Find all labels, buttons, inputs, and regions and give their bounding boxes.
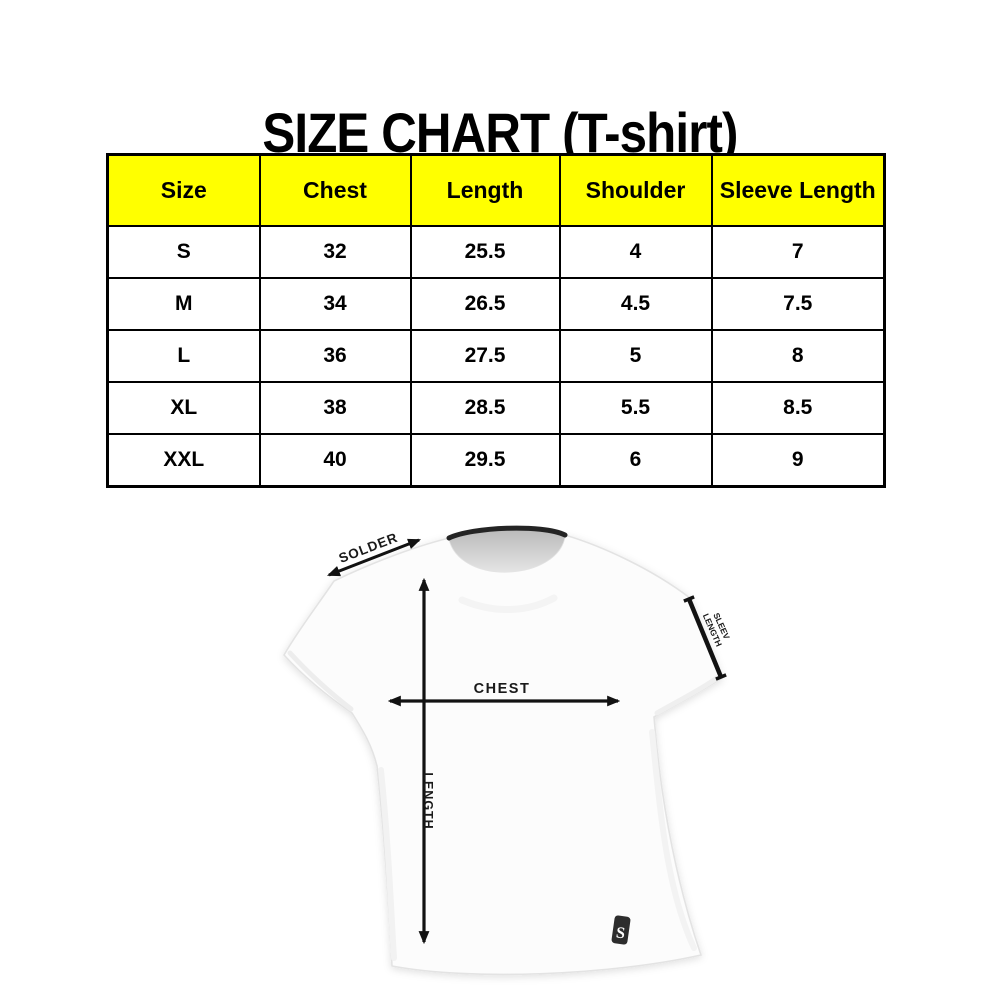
page-title-text: SIZE CHART (T-shirt)	[262, 100, 738, 164]
table-row-s: S 32 25.5 4 7	[106, 225, 886, 279]
tshirt-measurement-diagram: SOLDER CHEST LENGTH SLEEV LENGTH S	[283, 525, 732, 976]
table-row-xxl: XXL 40 29.5 6 9	[106, 433, 886, 488]
col-header-length: Length	[409, 153, 561, 227]
cell-length: 29.5	[409, 433, 561, 488]
brand-logo-letter: S	[615, 924, 626, 942]
cell-length: 26.5	[409, 277, 561, 331]
tshirt-shading	[287, 594, 720, 961]
size-table-header-row: Size Chest Length Shoulder Sleeve Length	[106, 153, 886, 227]
cell-size: XL	[106, 381, 261, 435]
chest-label: CHEST	[474, 681, 531, 697]
table-row-xl: XL 38 28.5 5.5 8.5	[106, 381, 886, 435]
cell-size: XXL	[106, 433, 261, 488]
size-table: Size Chest Length Shoulder Sleeve Length…	[106, 153, 886, 488]
cell-chest: 34	[258, 277, 412, 331]
tshirt-body	[283, 533, 723, 976]
cell-sleeve-length: 8.5	[710, 381, 886, 435]
cell-chest: 36	[258, 329, 412, 383]
cell-sleeve-length: 8	[710, 329, 886, 383]
cell-size: L	[106, 329, 261, 383]
cell-sleeve-length: 7	[710, 225, 886, 279]
cell-size: M	[106, 277, 261, 331]
col-header-shoulder: Shoulder	[558, 153, 713, 227]
col-header-sleeve-length: Sleeve Length	[710, 153, 886, 227]
sleeve-measure-line	[683, 595, 727, 681]
cell-shoulder: 4	[558, 225, 713, 279]
cell-chest: 38	[258, 381, 412, 435]
cell-sleeve-length: 7.5	[710, 277, 886, 331]
cell-chest: 40	[258, 433, 412, 488]
table-row-l: L 36 27.5 5 8	[106, 329, 886, 383]
col-header-chest: Chest	[258, 153, 412, 227]
cell-chest: 32	[258, 225, 412, 279]
tshirt-neck-opening	[449, 528, 565, 572]
shoulder-arrow	[326, 538, 422, 577]
cell-shoulder: 4.5	[558, 277, 713, 331]
cell-length: 25.5	[409, 225, 561, 279]
table-row-m: M 34 26.5 4.5 7.5	[106, 277, 886, 331]
length-label: LENGTH	[421, 772, 435, 829]
cell-sleeve-length: 9	[710, 433, 886, 488]
cell-length: 27.5	[409, 329, 561, 383]
measurement-arrows	[326, 538, 727, 945]
cell-shoulder: 5	[558, 329, 713, 383]
cell-length: 28.5	[409, 381, 561, 435]
tshirt-collar	[446, 525, 568, 541]
cell-shoulder: 5.5	[558, 381, 713, 435]
brand-logo-tag: S	[611, 915, 631, 945]
cell-size: S	[106, 225, 261, 279]
page-title: SIZE CHART (T-shirt)	[0, 100, 1000, 164]
cell-shoulder: 6	[558, 433, 713, 488]
col-header-size: Size	[106, 153, 261, 227]
